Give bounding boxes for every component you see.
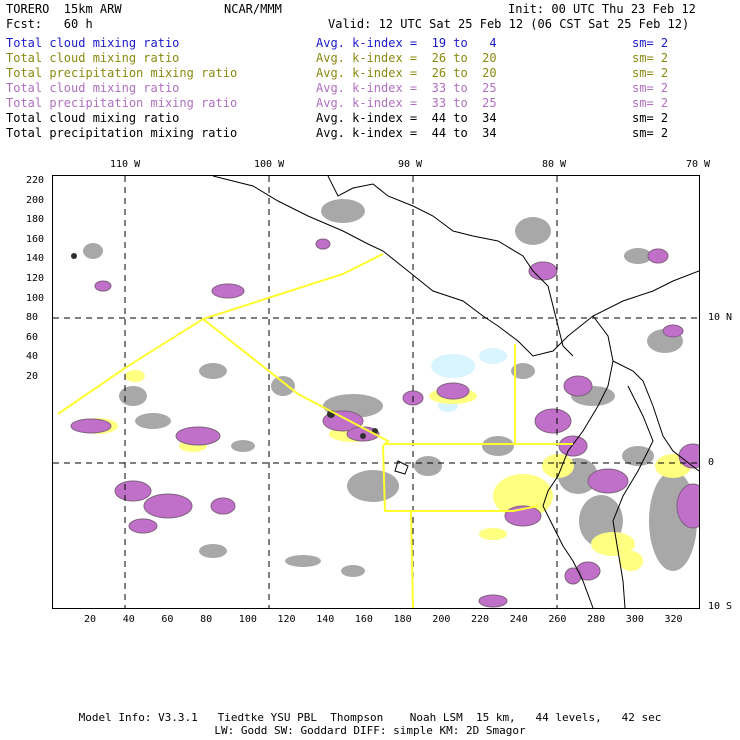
legend-smoothing: sm= 2 bbox=[632, 126, 669, 140]
y-tick-label: 180 bbox=[26, 214, 45, 226]
x-tick-label: 60 bbox=[161, 614, 174, 625]
x-tick-label: 20 bbox=[84, 614, 97, 625]
x-tick-label: 140 bbox=[316, 614, 335, 625]
legend-smoothing: sm= 2 bbox=[632, 66, 669, 80]
y-tick-label: 40 bbox=[26, 351, 39, 363]
lon-label-70w: 70 W bbox=[686, 159, 711, 170]
forecast-hour: Fcst: 60 h bbox=[6, 17, 93, 31]
map-canvas bbox=[53, 176, 699, 608]
legend-field-label: Total cloud mixing ratio bbox=[6, 36, 180, 50]
legend-row: Total precipitation mixing ratio Avg. k-i… bbox=[6, 66, 736, 81]
legend-kindex-range: Avg. k-index = 19 to 4 bbox=[316, 36, 497, 50]
y-tick-label: 100 bbox=[26, 292, 45, 304]
lon-label-80w: 80 W bbox=[542, 159, 567, 170]
y-tick-label: 120 bbox=[26, 273, 45, 284]
latlon-grid bbox=[53, 176, 699, 608]
x-tick-label: 80 bbox=[200, 614, 213, 625]
y-tick-label: 60 bbox=[26, 331, 39, 343]
org-label: NCAR/MMM bbox=[224, 2, 282, 16]
init-time: Init: 00 UTC Thu 23 Feb 12 bbox=[508, 2, 696, 16]
x-tick-label: 300 bbox=[625, 614, 644, 625]
legend-field-label: Total precipitation mixing ratio bbox=[6, 96, 238, 110]
x-tick-label: 200 bbox=[432, 614, 451, 625]
legend-smoothing: sm= 2 bbox=[632, 81, 669, 95]
x-tick-label: 160 bbox=[354, 614, 373, 625]
nested-domain-outline bbox=[57, 253, 573, 608]
x-tick-label: 100 bbox=[238, 614, 257, 625]
x-tick-label: 220 bbox=[471, 614, 490, 625]
y-tick-label: 20 bbox=[26, 371, 39, 382]
legend-field-label: Total cloud mixing ratio bbox=[6, 51, 180, 65]
x-tick-label: 240 bbox=[509, 614, 528, 625]
model-info-line2: LW: Godd SW: Goddard DIFF: simple KM: 2D… bbox=[214, 724, 526, 737]
lon-label-110w: 110 W bbox=[110, 159, 141, 170]
x-tick-label: 40 bbox=[122, 614, 135, 625]
legend-field-label: Total precipitation mixing ratio bbox=[6, 126, 238, 140]
legend-kindex-range: Avg. k-index = 44 to 34 bbox=[316, 126, 497, 140]
legend-row: Total cloud mixing ratio Avg. k-index = 2… bbox=[6, 51, 736, 66]
valid-time: Valid: 12 UTC Sat 25 Feb 12 (06 CST Sat … bbox=[328, 17, 690, 31]
legend-row: Total cloud mixing ratio Avg. k-index = 1… bbox=[6, 36, 736, 51]
legend-field-label: Total cloud mixing ratio bbox=[6, 81, 180, 95]
purple-precip-field bbox=[70, 238, 699, 608]
legend-smoothing: sm= 2 bbox=[632, 96, 669, 110]
legend-row: Total cloud mixing ratio Avg. k-index = 3… bbox=[6, 81, 736, 96]
y-tick-label: 200 bbox=[26, 194, 45, 206]
legend-field-label: Total precipitation mixing ratio bbox=[6, 66, 238, 80]
legend-kindex-range: Avg. k-index = 26 to 20 bbox=[316, 51, 497, 65]
legend-kindex-range: Avg. k-index = 44 to 34 bbox=[316, 111, 497, 125]
model-info-line1: Model Info: V3.3.1 Tiedtke YSU PBL Thomp… bbox=[78, 711, 662, 724]
legend-smoothing: sm= 2 bbox=[632, 36, 669, 50]
x-tick-label: 320 bbox=[664, 614, 683, 625]
legend-smoothing: sm= 2 bbox=[632, 111, 669, 125]
y-tick-label: 220 bbox=[26, 175, 45, 186]
legend-kindex-range: Avg. k-index = 33 to 25 bbox=[316, 81, 497, 95]
legend-kindex-range: Avg. k-index = 26 to 20 bbox=[316, 66, 497, 80]
legend-field-label: Total cloud mixing ratio bbox=[6, 111, 180, 125]
gray-cloud-field bbox=[83, 199, 697, 577]
x-tick-label: 120 bbox=[277, 614, 296, 625]
x-tick-label: 280 bbox=[587, 614, 606, 625]
model-title: TORERO 15km ARW bbox=[6, 2, 122, 16]
y-tick-label: 140 bbox=[26, 253, 45, 265]
legend-row: Total cloud mixing ratio Avg. k-index = 4… bbox=[6, 111, 736, 126]
lon-label-100w: 100 W bbox=[254, 159, 285, 170]
lon-label-90w: 90 W bbox=[398, 159, 423, 170]
coastlines bbox=[212, 176, 699, 608]
y-tick-label: 80 bbox=[26, 312, 39, 324]
x-tick-label: 260 bbox=[548, 614, 567, 625]
map-plot bbox=[52, 175, 700, 609]
legend-row: Total precipitation mixing ratio Avg. k-i… bbox=[6, 96, 736, 111]
x-tick-label: 180 bbox=[393, 614, 412, 625]
legend-row: Total precipitation mixing ratio Avg. k-i… bbox=[6, 126, 736, 141]
legend-smoothing: sm= 2 bbox=[632, 51, 669, 65]
lat-label-0: 0 bbox=[708, 457, 715, 468]
lat-label-10n: 10 N bbox=[708, 312, 733, 323]
y-tick-label: 160 bbox=[26, 233, 45, 245]
lat-label-10s: 10 S bbox=[708, 601, 733, 612]
legend-kindex-range: Avg. k-index = 33 to 25 bbox=[316, 96, 497, 110]
